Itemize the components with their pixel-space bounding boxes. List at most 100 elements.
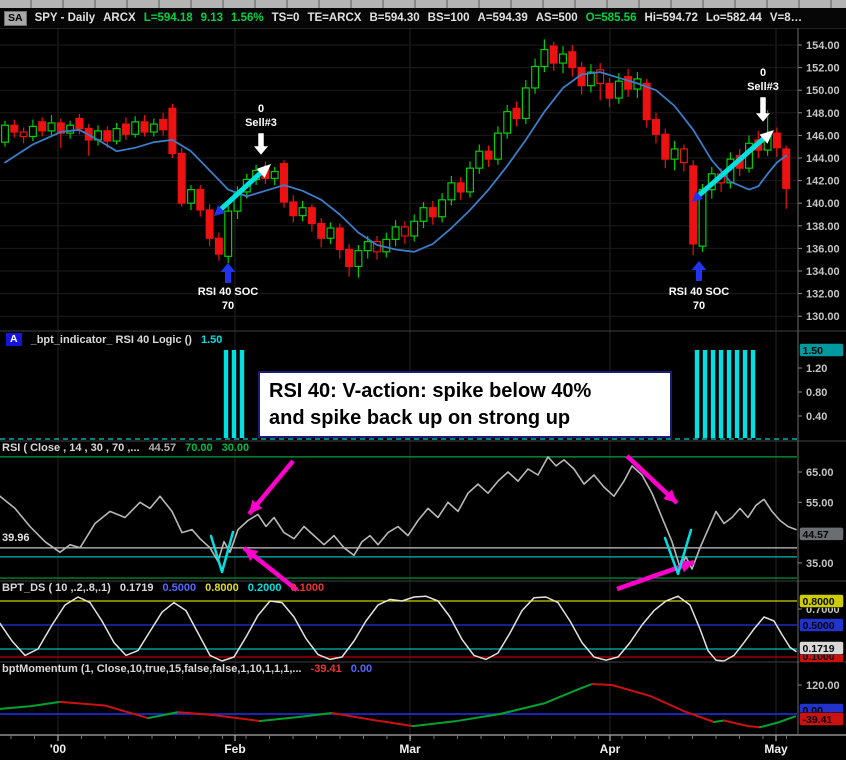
svg-text:0.1719: 0.1719 — [803, 643, 835, 655]
indicator-badge-a: A — [6, 333, 22, 346]
svg-text:Sell#3: Sell#3 — [747, 81, 779, 93]
oversold-level: 30.00 — [221, 442, 250, 454]
axis-label: 144.00 — [806, 153, 840, 165]
candle — [661, 128, 670, 169]
momentum-panel — [0, 683, 797, 729]
axis-label: 154.00 — [806, 40, 840, 52]
high-price: Hi=594.72 — [644, 12, 698, 24]
indicator-label: _bpt_indicator_ RSI 40 Logic () — [30, 333, 192, 346]
histogram-bar — [239, 350, 245, 438]
svg-text:0: 0 — [258, 103, 264, 115]
time-axis-label: Feb — [224, 742, 245, 756]
candle — [149, 118, 158, 137]
net-change: 9.13 — [200, 12, 224, 24]
v-action-mark — [663, 528, 693, 576]
axis-label: 148.00 — [806, 108, 840, 120]
candle — [93, 125, 102, 146]
svg-text:1.50: 1.50 — [803, 345, 824, 357]
tag-momentum-current: -39.41 — [799, 712, 844, 726]
sell-signal-marker: 0 Sell#3 — [245, 103, 277, 156]
status-badge-sa[interactable]: SA — [4, 10, 27, 26]
low-price: Lo=582.44 — [705, 12, 762, 24]
candle — [512, 101, 521, 127]
candle — [280, 160, 289, 208]
candle — [1, 120, 10, 147]
indicator-header-rsi[interactable]: RSI ( Close , 14 , 30 , 70 ,... 44.57 70… — [2, 442, 249, 454]
indicator-header-rsi40-logic[interactable]: A _bpt_indicator_ RSI 40 Logic () 1.50 — [6, 333, 222, 346]
axis-label: 1.20 — [806, 363, 827, 375]
indicator-header-momentum[interactable]: bptMomentum (1, Close,10,true,15,false,f… — [2, 663, 372, 675]
axis-label: 65.00 — [806, 467, 834, 479]
candle — [56, 118, 65, 148]
candlestick-series — [1, 39, 791, 278]
candle — [549, 41, 558, 71]
volume: V=8… — [769, 12, 803, 24]
rsi40-logic-histogram — [0, 350, 797, 440]
axis-label: 0.80 — [806, 387, 827, 399]
indicator-label: bptMomentum (1, Close,10,true,15,false,f… — [2, 663, 302, 675]
candle — [159, 112, 168, 136]
axis-label: 136.00 — [806, 243, 840, 255]
candle — [205, 204, 214, 247]
histogram-bar — [726, 350, 732, 438]
histogram-bar — [702, 350, 708, 438]
axis-label: 146.00 — [806, 130, 840, 142]
candle — [84, 124, 93, 156]
candle — [354, 245, 363, 278]
candle — [624, 68, 633, 97]
candle — [531, 58, 540, 94]
axis-label: 138.00 — [806, 221, 840, 233]
indicator-value: 44.57 — [148, 442, 177, 454]
candle — [772, 127, 781, 157]
candle — [140, 115, 149, 137]
svg-text:RSI 40 SOC: RSI 40 SOC — [669, 286, 730, 298]
axis-label: 142.00 — [806, 176, 840, 188]
candle — [307, 204, 316, 232]
axis-label: 55.00 — [806, 497, 834, 509]
candle — [10, 119, 19, 138]
axis-value-tags: 0.10000.80000.50000.17191.5044.570.00-39… — [799, 343, 844, 726]
time-axis-label: '00 — [50, 742, 67, 756]
candle — [428, 200, 437, 225]
candle — [679, 144, 688, 172]
svg-text:-39.41: -39.41 — [803, 714, 833, 726]
candle — [270, 167, 279, 186]
rsi-left-level-label: 39.96 — [2, 532, 30, 544]
svg-text:44.57: 44.57 — [803, 529, 829, 541]
magenta-pointer-arrow — [625, 454, 679, 505]
candle — [103, 126, 112, 148]
down-arrow-icon — [252, 132, 270, 156]
candle — [345, 243, 354, 277]
rsi-soc-marker: RSI 40 SOC 70 — [198, 263, 258, 312]
candle — [540, 39, 549, 73]
grid-layer — [0, 28, 797, 734]
candle — [187, 185, 196, 210]
histogram-bar — [750, 350, 756, 438]
price-axis: 154.00 152.00 150.00 148.00 146.00 144.00 142.… — [798, 40, 840, 692]
candle — [568, 45, 577, 77]
indicator-label: BPT_DS ( 10 ,.2,.8,.1) — [2, 582, 111, 594]
level-yellow: 0.8000 — [205, 582, 239, 594]
candle — [596, 63, 605, 101]
axis-label: 152.00 — [806, 63, 840, 75]
candle — [298, 200, 307, 222]
bid: B=594.30 — [369, 12, 420, 24]
axis-label: 35.00 — [806, 558, 834, 570]
level-blue: 0.5000 — [162, 582, 197, 594]
histogram-bar — [223, 350, 229, 438]
magenta-pointer-arrow — [242, 546, 299, 592]
indicator-header-bpt-ds[interactable]: BPT_DS ( 10 ,.2,.8,.1) 0.1719 0.5000 0.8… — [2, 582, 324, 594]
candle — [419, 202, 428, 229]
tag-rsi40-current: 1.50 — [799, 343, 844, 357]
candle — [289, 195, 298, 223]
panel-separators — [0, 27, 846, 736]
ask-size: AS=500 — [535, 12, 578, 24]
last-price: L=594.18 — [143, 12, 193, 24]
rsi-panel: 39.96 — [0, 456, 797, 579]
candle — [558, 46, 567, 74]
trend-arrow — [692, 130, 774, 202]
rsi-soc-marker: RSI 40 SOC 70 — [669, 261, 730, 312]
candle — [438, 193, 447, 223]
v-action-mark — [209, 530, 235, 574]
